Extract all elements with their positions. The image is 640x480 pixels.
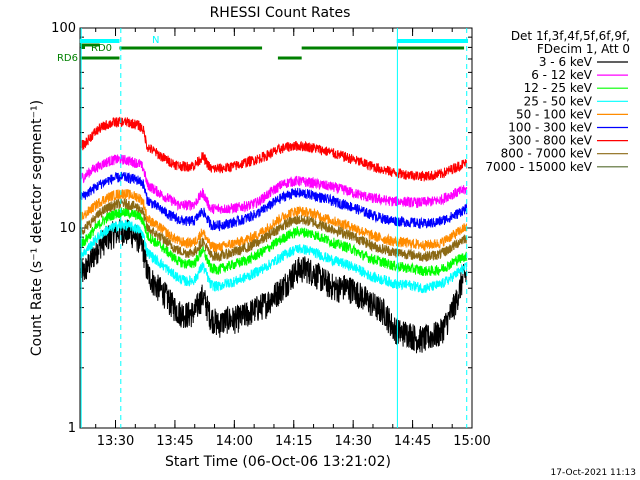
x-tick-label: 13:45: [156, 434, 193, 449]
x-tick-label: 14:15: [275, 434, 312, 449]
time-markers: [80, 28, 468, 428]
series-line: [80, 189, 467, 253]
chart-title: RHESSI Count Rates: [210, 5, 351, 21]
legend: Det 1f,3f,4f,5f,6f,9f, FDecim 1, Att 0 3…: [485, 29, 630, 174]
x-axis-label: Start Time (06-Oct-06 13:21:02): [165, 454, 391, 470]
x-tick-label: 14:30: [334, 434, 371, 449]
legend-entry-label: 25 - 50 keV: [524, 94, 593, 108]
legend-entry-label: 100 - 300 keV: [508, 121, 592, 135]
series-line: [80, 219, 468, 294]
timestamp: 17-Oct-2021 11:13: [551, 468, 636, 478]
state-bar-label: RD6: [57, 53, 78, 64]
y-tick-label: 100: [51, 21, 76, 36]
legend-entry-label: 3 - 6 keV: [539, 55, 593, 69]
attenuator-bars: RD0 RD6 N: [57, 35, 469, 64]
series-line: [80, 171, 468, 232]
state-marker: [81, 45, 85, 49]
series-line: [80, 207, 468, 277]
state-bar-label: N: [152, 35, 159, 46]
legend-entry-label: 300 - 800 keV: [508, 134, 592, 148]
series-line: [80, 116, 468, 182]
series-line: [80, 198, 468, 262]
x-tick-label: 15:00: [453, 434, 490, 449]
x-tick-label: 14:45: [394, 434, 431, 449]
x-axis: 13:30 13:45 14:00 14:15 14:30 14:45 15:00: [95, 28, 491, 449]
y-tick-label: 10: [59, 221, 76, 236]
series-layer: [80, 116, 468, 354]
legend-entry-label: 50 - 100 keV: [516, 107, 593, 121]
y-axis-label: Count Rate (s⁻¹ detector segment⁻¹): [29, 100, 45, 356]
legend-header-1: Det 1f,3f,4f,5f,6f,9f,: [511, 29, 630, 43]
series-line: [80, 154, 468, 215]
legend-entry-label: 6 - 12 keV: [531, 68, 593, 82]
state-bar-label: RD0: [91, 43, 112, 54]
legend-header-2: FDecim 1, Att 0: [537, 42, 630, 56]
y-tick-label: 1: [68, 421, 76, 436]
legend-entry-label: 800 - 7000 keV: [501, 147, 593, 161]
legend-entry-label: 12 - 25 keV: [524, 81, 593, 95]
series-line: [80, 219, 468, 354]
legend-entry-label: 7000 - 15000 keV: [485, 160, 592, 174]
x-tick-label: 14:00: [216, 434, 253, 449]
x-tick-label: 13:30: [97, 434, 134, 449]
